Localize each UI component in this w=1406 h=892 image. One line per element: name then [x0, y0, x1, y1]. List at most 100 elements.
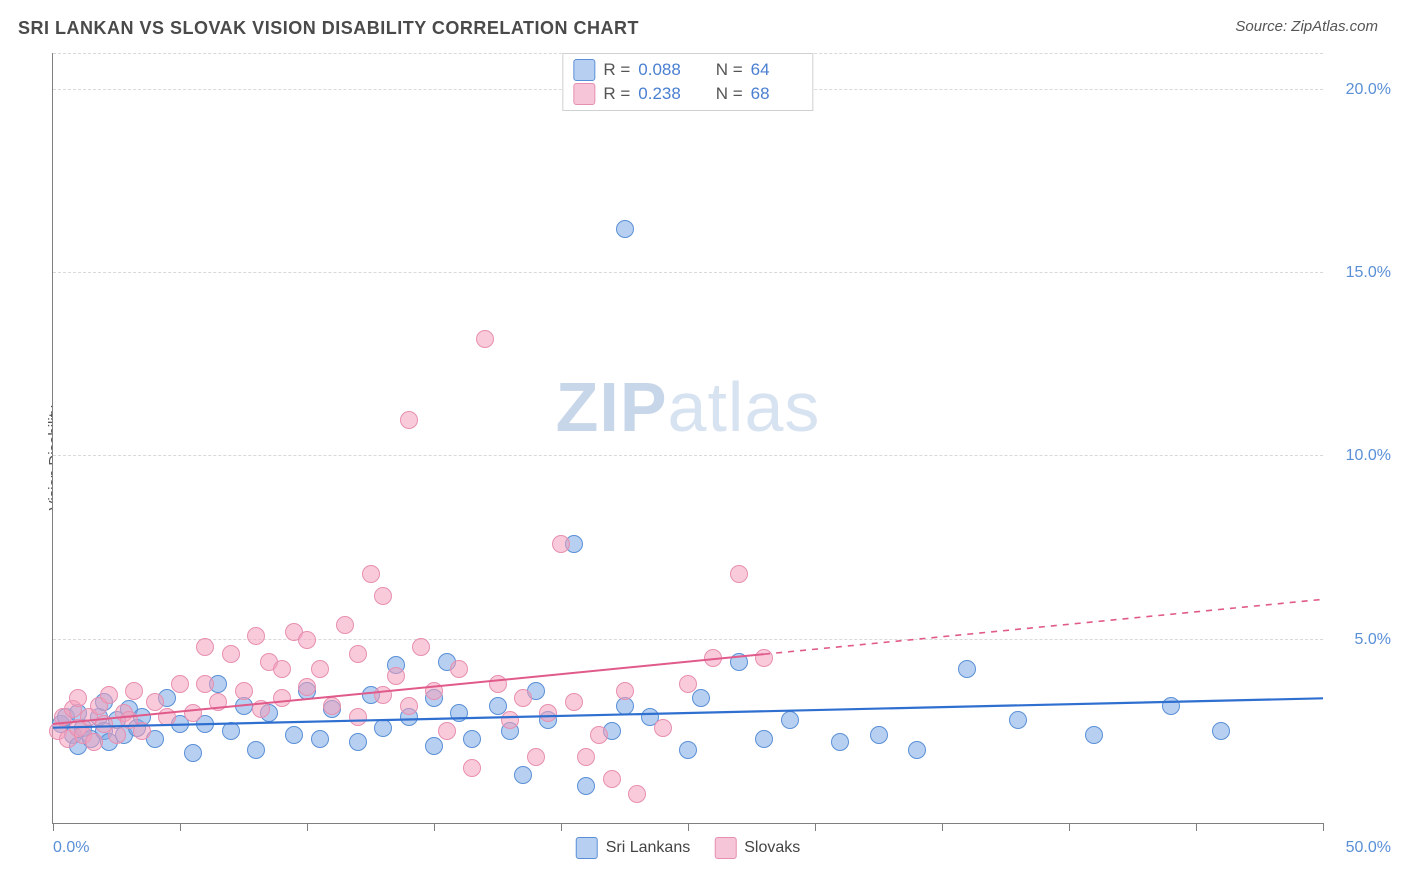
- scatter-point: [476, 330, 494, 348]
- scatter-point: [311, 730, 329, 748]
- legend-item: Sri Lankans: [576, 837, 691, 859]
- scatter-point: [489, 697, 507, 715]
- y-tick-label: 15.0%: [1331, 264, 1391, 282]
- scatter-point: [298, 631, 316, 649]
- scatter-point: [247, 627, 265, 645]
- scatter-point: [196, 638, 214, 656]
- scatter-point: [362, 565, 380, 583]
- scatter-point: [133, 722, 151, 740]
- scatter-point: [450, 704, 468, 722]
- scatter-point: [222, 645, 240, 663]
- scatter-point: [730, 565, 748, 583]
- scatter-point: [628, 785, 646, 803]
- scatter-point: [196, 675, 214, 693]
- gridline: [53, 455, 1323, 456]
- scatter-point: [616, 682, 634, 700]
- x-tick: [434, 823, 435, 831]
- watermark: ZIPatlas: [556, 367, 821, 447]
- source-label: Source: ZipAtlas.com: [1235, 18, 1378, 35]
- scatter-point: [273, 689, 291, 707]
- scatter-point: [692, 689, 710, 707]
- scatter-point: [374, 719, 392, 737]
- scatter-point: [958, 660, 976, 678]
- scatter-point: [1212, 722, 1230, 740]
- scatter-point: [438, 722, 456, 740]
- gridline: [53, 272, 1323, 273]
- scatter-point: [400, 411, 418, 429]
- scatter-point: [298, 678, 316, 696]
- scatter-point: [730, 653, 748, 671]
- legend-label: Slovaks: [744, 839, 800, 857]
- legend-stat-row: R = 0.088 N = 64: [573, 58, 802, 82]
- scatter-point: [374, 587, 392, 605]
- scatter-point: [514, 689, 532, 707]
- scatter-point: [679, 675, 697, 693]
- scatter-point: [387, 667, 405, 685]
- scatter-point: [1162, 697, 1180, 715]
- plot-area: ZIPatlas R = 0.088 N = 64R = 0.238 N = 6…: [52, 53, 1323, 824]
- scatter-point: [1085, 726, 1103, 744]
- scatter-point: [349, 708, 367, 726]
- x-tick: [1069, 823, 1070, 831]
- x-tick: [942, 823, 943, 831]
- x-tick-label: 0.0%: [53, 839, 89, 857]
- scatter-point: [235, 682, 253, 700]
- scatter-point: [577, 748, 595, 766]
- scatter-point: [450, 660, 468, 678]
- scatter-point: [311, 660, 329, 678]
- scatter-point: [158, 708, 176, 726]
- scatter-point: [125, 682, 143, 700]
- legend-swatch: [714, 837, 736, 859]
- scatter-point: [489, 675, 507, 693]
- scatter-point: [349, 733, 367, 751]
- scatter-point: [831, 733, 849, 751]
- scatter-point: [781, 711, 799, 729]
- scatter-point: [374, 686, 392, 704]
- scatter-point: [514, 766, 532, 784]
- scatter-point: [425, 682, 443, 700]
- scatter-point: [1009, 711, 1027, 729]
- scatter-point: [184, 744, 202, 762]
- y-tick-label: 20.0%: [1331, 81, 1391, 99]
- scatter-point: [577, 777, 595, 795]
- scatter-point: [349, 645, 367, 663]
- x-tick: [1323, 823, 1324, 831]
- x-tick: [815, 823, 816, 831]
- chart-container: Vision Disability ZIPatlas R = 0.088 N =…: [0, 43, 1406, 873]
- scatter-point: [252, 700, 270, 718]
- scatter-point: [755, 649, 773, 667]
- scatter-point: [222, 722, 240, 740]
- scatter-point: [552, 535, 570, 553]
- x-tick: [307, 823, 308, 831]
- legend-label: Sri Lankans: [606, 839, 691, 857]
- scatter-point: [908, 741, 926, 759]
- scatter-point: [539, 704, 557, 722]
- scatter-point: [69, 689, 87, 707]
- chart-title: SRI LANKAN VS SLOVAK VISION DISABILITY C…: [18, 18, 639, 39]
- legend-stat-row: R = 0.238 N = 68: [573, 82, 802, 106]
- x-tick: [53, 823, 54, 831]
- scatter-point: [590, 726, 608, 744]
- scatter-point: [412, 638, 430, 656]
- scatter-point: [527, 748, 545, 766]
- scatter-point: [108, 726, 126, 744]
- scatter-point: [336, 616, 354, 634]
- trend-line-dashed: [764, 599, 1323, 654]
- legend-series: Sri Lankans Slovaks: [576, 837, 801, 859]
- scatter-point: [870, 726, 888, 744]
- scatter-point: [285, 726, 303, 744]
- scatter-point: [425, 737, 443, 755]
- scatter-point: [565, 693, 583, 711]
- scatter-point: [603, 770, 621, 788]
- legend-swatch: [573, 59, 595, 81]
- gridline: [53, 639, 1323, 640]
- scatter-point: [85, 733, 103, 751]
- legend-swatch: [576, 837, 598, 859]
- scatter-point: [501, 711, 519, 729]
- scatter-point: [209, 693, 227, 711]
- scatter-point: [146, 693, 164, 711]
- x-tick-label: 50.0%: [1331, 839, 1391, 857]
- scatter-point: [755, 730, 773, 748]
- x-tick: [1196, 823, 1197, 831]
- scatter-point: [679, 741, 697, 759]
